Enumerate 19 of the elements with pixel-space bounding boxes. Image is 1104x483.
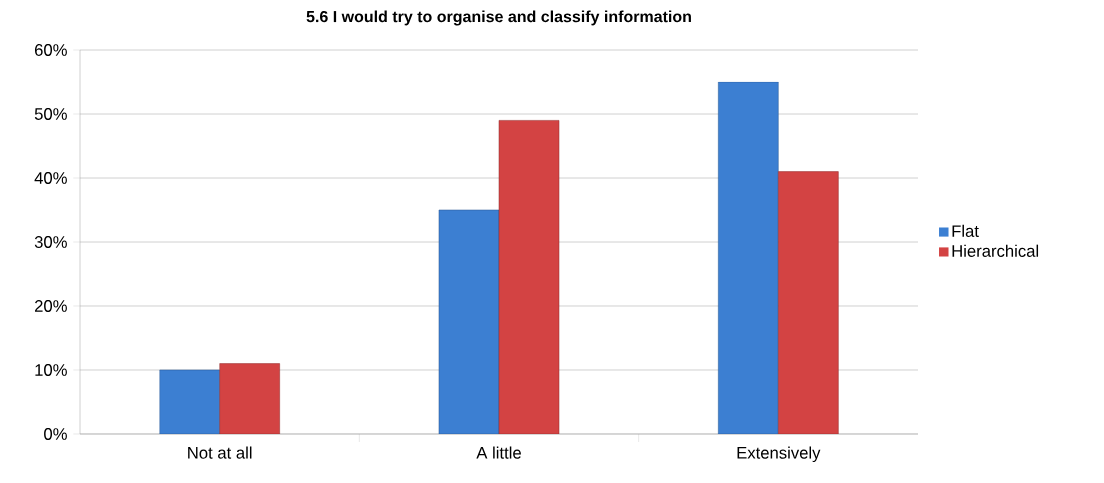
y-tick-label: 50% (34, 108, 67, 120)
bar (778, 171, 839, 434)
chart-title: 5.6 I would try to organise and classify information (306, 10, 691, 26)
bar (498, 120, 560, 434)
y-tick-label: 20% (34, 300, 67, 312)
bar (718, 81, 779, 434)
x-tick-label: Extensively (737, 446, 821, 463)
x-tick-label: Not at all (188, 446, 252, 459)
y-tick-label: 10% (35, 364, 67, 376)
bar (219, 363, 280, 434)
bar (159, 369, 220, 434)
bar (438, 209, 500, 434)
legend-label: Flat (952, 224, 979, 237)
y-tick-label: 40% (34, 172, 67, 184)
y-tick-label: 0% (44, 428, 67, 440)
x-tick-label: A little (476, 446, 521, 459)
legend-label: Hierarchical (952, 244, 1039, 257)
y-tick-label: 30% (34, 236, 67, 248)
y-tick-label: 60% (34, 44, 67, 56)
